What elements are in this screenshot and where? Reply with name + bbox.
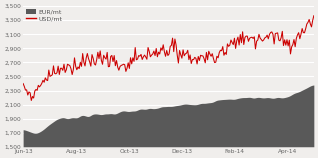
Legend: EUR/mt, USD/mt: EUR/mt, USD/mt <box>25 8 63 23</box>
